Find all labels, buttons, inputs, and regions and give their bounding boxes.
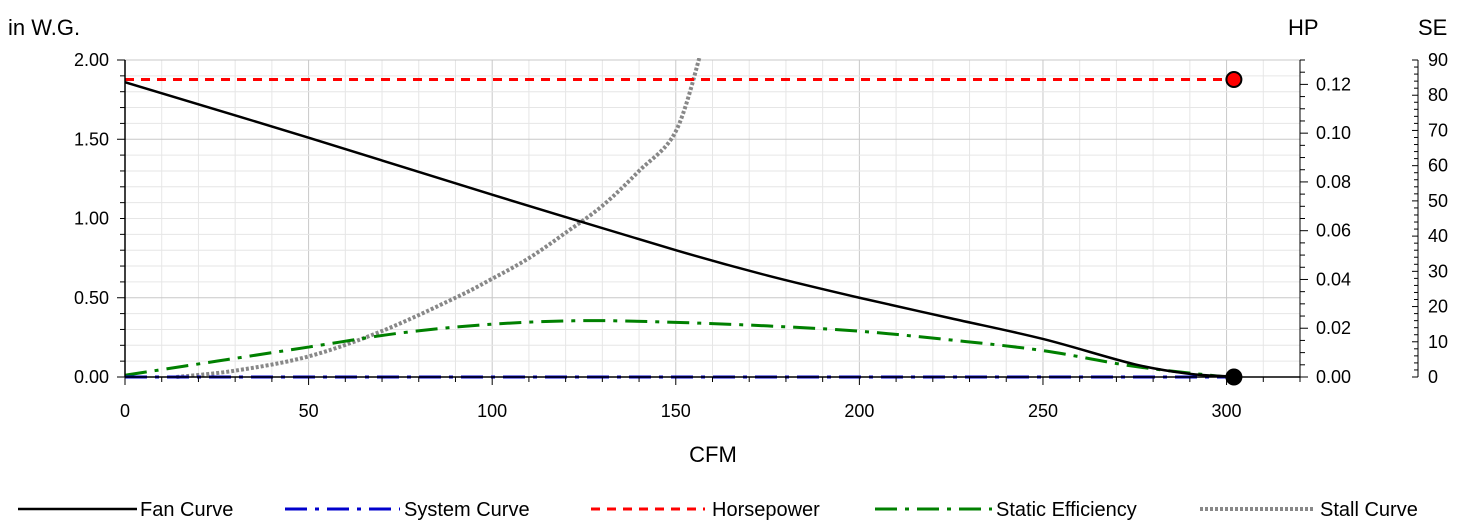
y-axis-unit-label: in W.G. (8, 15, 80, 40)
x-tick-label: 50 (299, 401, 319, 421)
y3-tick-label: 70 (1428, 120, 1448, 140)
y2-tick-label: 0.08 (1316, 172, 1351, 192)
point-markers (1225, 71, 1243, 386)
x-tick-label: 150 (661, 401, 691, 421)
x-tick-label: 100 (477, 401, 507, 421)
legend: Fan Curve System Curve Horsepower Static Ef… (18, 499, 1418, 521)
y2-tick-label: 0.10 (1316, 123, 1351, 143)
y2-tick-label: 0.02 (1316, 318, 1351, 338)
y3-tick-label: 30 (1428, 261, 1448, 281)
y-tick-label: 1.00 (74, 209, 109, 229)
plot-area (125, 58, 1235, 379)
y3-tick-label: 60 (1428, 156, 1448, 176)
axes (117, 59, 1419, 385)
y2-tick-label: 0.04 (1316, 269, 1351, 289)
x-tick-labels: 0 50 100 150 200 250 300 (120, 401, 1242, 421)
y2-tick-label: 0.00 (1316, 367, 1351, 387)
legend-label-static-efficiency: Static Efficiency (996, 499, 1137, 521)
y3-tick-label: 80 (1428, 85, 1448, 105)
x-axis-label: CFM (689, 442, 737, 467)
x-tick-label: 200 (844, 401, 874, 421)
y3-tick-label: 10 (1428, 332, 1448, 352)
y2-tick-label: 0.06 (1316, 221, 1351, 241)
grid (124, 59, 1301, 378)
y2-tick-labels: 0.00 0.02 0.04 0.06 0.08 0.10 0.12 (1316, 74, 1351, 387)
series-line-static-efficiency (125, 319, 1227, 379)
y3-axis-unit-label: SE (1418, 15, 1447, 40)
legend-label-fan-curve: Fan Curve (140, 499, 233, 521)
y3-tick-label: 0 (1428, 367, 1438, 387)
legend-label-system-curve: System Curve (404, 499, 530, 521)
series-line-stall-curve (176, 58, 702, 379)
legend-label-stall-curve: Stall Curve (1320, 499, 1418, 521)
y-tick-label: 0.00 (74, 367, 109, 387)
y2-axis-unit-label: HP (1288, 15, 1319, 40)
series-line-fan-curve (125, 80, 1235, 379)
x-tick-label: 0 (120, 401, 130, 421)
x-tick-label: 250 (1028, 401, 1058, 421)
y3-tick-label: 40 (1428, 226, 1448, 246)
y-tick-label: 0.50 (74, 288, 109, 308)
y-tick-label: 2.00 (74, 50, 109, 70)
x-tick-label: 300 (1212, 401, 1242, 421)
y3-tick-label: 20 (1428, 297, 1448, 317)
y2-tick-label: 0.12 (1316, 74, 1351, 94)
y3-tick-label: 90 (1428, 50, 1448, 70)
y3-tick-label: 50 (1428, 191, 1448, 211)
legend-label-horsepower: Horsepower (712, 499, 820, 521)
point-marker (1225, 368, 1243, 386)
y-tick-labels: 0.00 0.50 1.00 1.50 2.00 (74, 50, 109, 387)
point-marker (1225, 71, 1243, 89)
y-tick-label: 1.50 (74, 129, 109, 149)
y3-tick-labels: 0 10 20 30 40 50 60 70 80 90 (1428, 50, 1448, 387)
